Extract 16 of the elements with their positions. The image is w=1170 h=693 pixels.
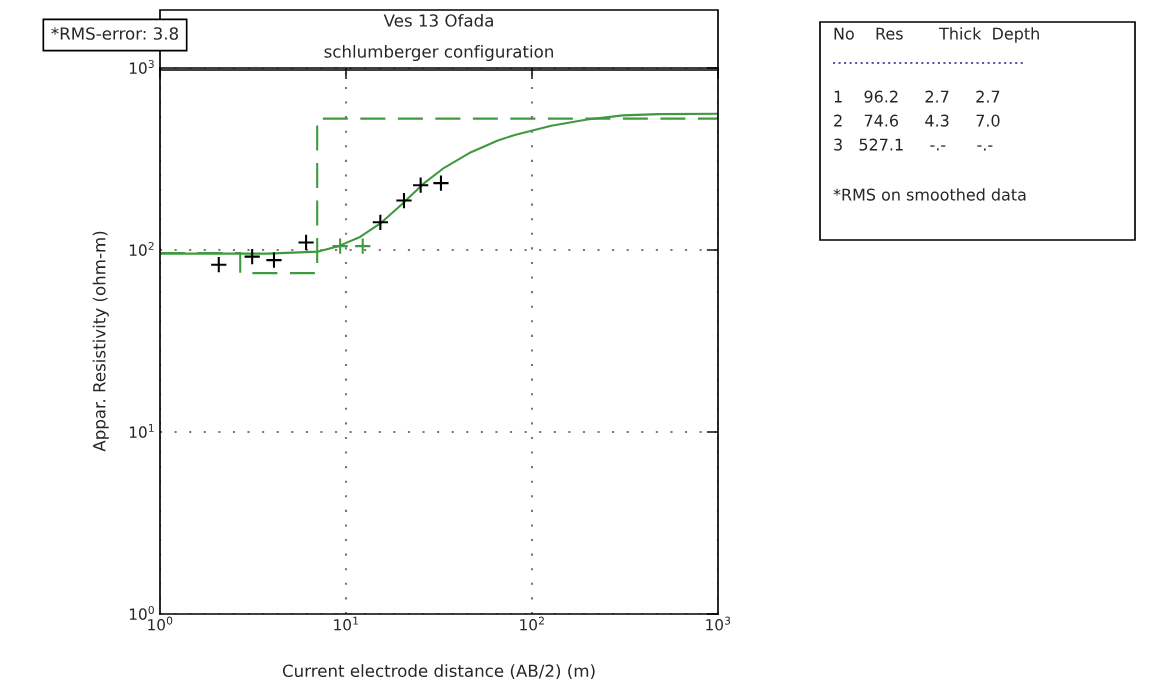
text: 1 96.2 2.7 2.7 [834,90,1000,103]
text: No Res Thick Depth [834,27,1039,43]
x-tick-label: 10$^{1}$ [334,616,358,631]
y-axis-title: Appar. Resistivity (ohm-m) [92,231,109,452]
x-tick-label: 10$^{2}$ [520,616,544,631]
chart-subtitle: schlumberger configuration [324,44,553,62]
y-tick-label: 10$^{1}$ [129,424,154,438]
chart-title: Ves 13 Ofada [383,13,493,27]
text: 2 74.6 4.3 7.0 [834,114,1000,127]
x-tick-label: 10$^{3}$ [706,616,731,631]
y-tick-label: 10$^{3}$ [129,59,154,74]
text: 3 527.1 -.- -.- [834,138,993,151]
text: *RMS-error: 3.8 [51,27,179,40]
text: *RMS on smoothed data [833,188,1026,201]
x-axis-title: Current electrode distance (AB/2) (m) [282,664,595,680]
y-tick-label: 10$^{2}$ [129,241,154,256]
